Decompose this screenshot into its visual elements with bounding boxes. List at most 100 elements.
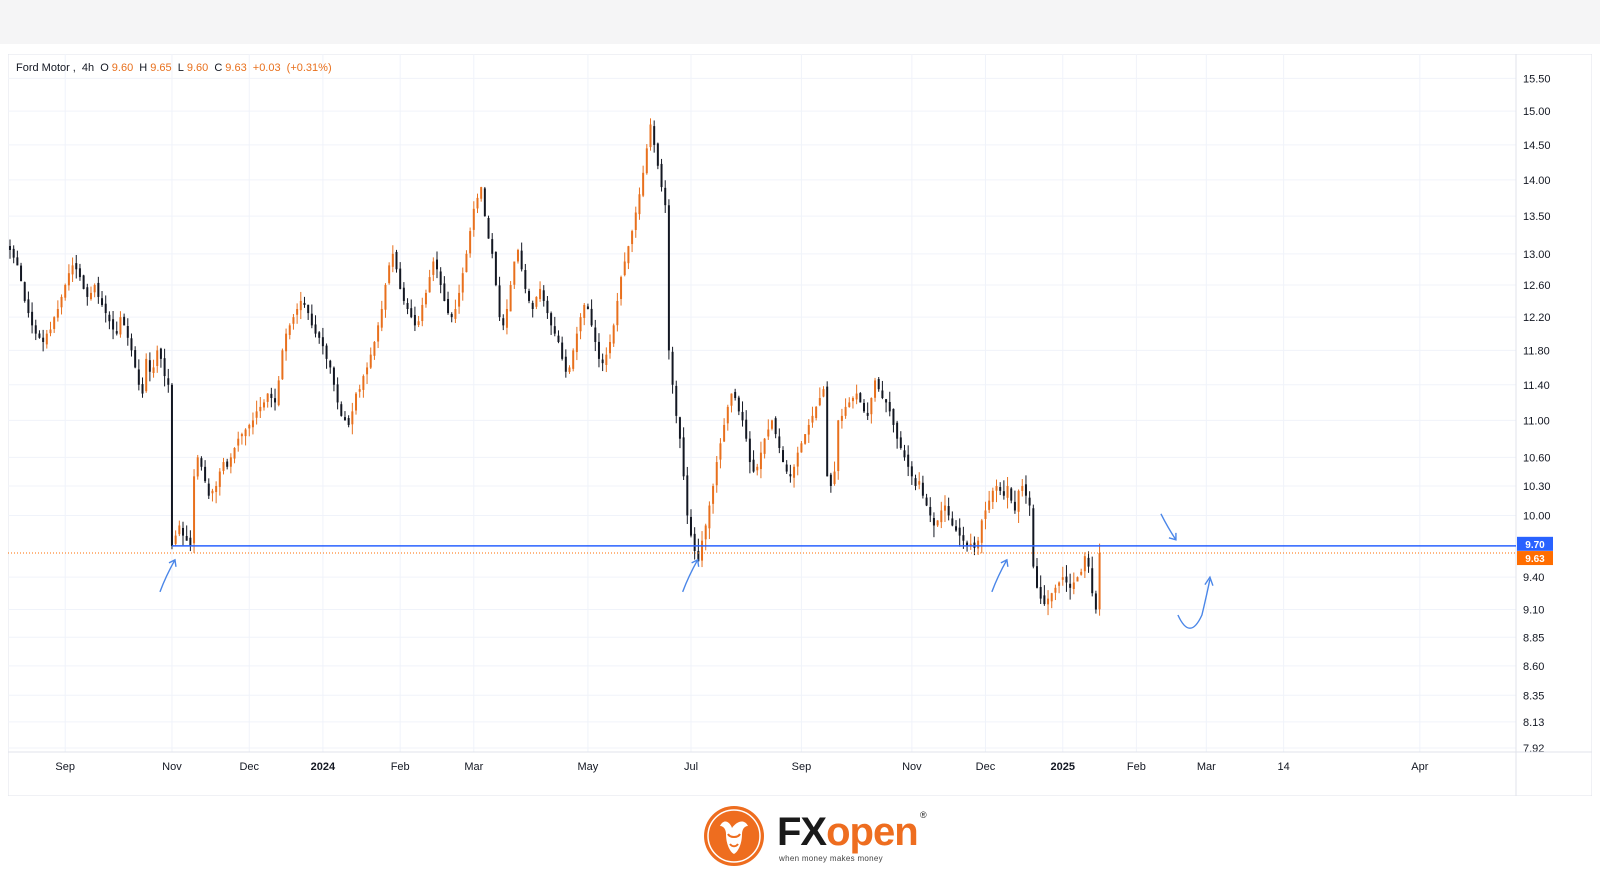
candle-body xyxy=(653,126,656,145)
candle-body xyxy=(71,265,74,275)
candle-body xyxy=(634,212,637,231)
candle-body xyxy=(108,314,111,322)
candle-body xyxy=(730,393,733,406)
candle-body xyxy=(1010,488,1013,501)
y-tick-label: 8.60 xyxy=(1523,661,1544,673)
candle-body xyxy=(93,284,96,293)
candle-body xyxy=(557,335,560,342)
candle-body xyxy=(115,331,118,334)
candle-body xyxy=(609,341,612,354)
candle-body xyxy=(255,411,258,418)
y-tick-label: 11.40 xyxy=(1523,380,1550,392)
support-level-label: 9.70 xyxy=(1525,540,1545,551)
candle-body xyxy=(793,466,796,478)
candle-body xyxy=(218,471,221,487)
candle-body xyxy=(237,438,240,446)
candle-body xyxy=(763,438,766,454)
candle-body xyxy=(329,360,332,368)
candle-body xyxy=(472,208,475,230)
candle-body xyxy=(756,466,759,471)
candle-body xyxy=(12,248,15,258)
candle-body xyxy=(980,520,983,543)
x-tick-label: Nov xyxy=(162,761,182,773)
candle-body xyxy=(862,402,865,412)
candle-body xyxy=(667,205,670,351)
candle-body xyxy=(1054,587,1057,593)
support-touch-arrowhead xyxy=(168,558,177,567)
last-price-tag xyxy=(1517,551,1553,566)
candle-body xyxy=(723,424,726,442)
candle-body xyxy=(281,350,284,380)
fxopen-logo: FXopen ® when money makes money xyxy=(702,804,942,872)
candle-body xyxy=(829,474,832,486)
candle-body xyxy=(1076,577,1079,582)
x-tick-label: 2024 xyxy=(311,761,336,773)
candle-body xyxy=(141,384,144,394)
open-label: O xyxy=(100,62,109,74)
candle-body xyxy=(270,393,273,398)
x-tick-label: Nov xyxy=(902,761,922,773)
candle-body xyxy=(362,376,365,390)
candle-body xyxy=(745,419,748,439)
candle-body xyxy=(262,402,265,408)
candle-body xyxy=(914,478,917,486)
candle-body xyxy=(20,265,23,282)
chart-svg[interactable]: 15.50 15.00 14.50 14.00 13.50 13.00 12.60 12.20… xyxy=(8,54,1592,796)
low-label: L xyxy=(177,62,184,74)
candle-body xyxy=(351,411,354,425)
candle-body xyxy=(741,411,744,421)
candle-body xyxy=(851,397,854,402)
candle-body xyxy=(697,550,700,562)
y-tick-label: 14.50 xyxy=(1523,140,1551,152)
candle-body xyxy=(193,476,196,544)
candle-body xyxy=(347,418,350,425)
candle-body xyxy=(601,359,604,364)
candle-body xyxy=(616,300,619,326)
candle-body xyxy=(991,490,994,502)
candle-body xyxy=(42,337,45,342)
candle-body xyxy=(355,393,358,411)
candle-body xyxy=(366,367,369,375)
candle-body xyxy=(907,454,910,467)
candle-body xyxy=(623,261,626,276)
candle-body xyxy=(373,341,376,356)
candle-body xyxy=(704,525,707,540)
candle-body xyxy=(726,406,729,424)
candle-body xyxy=(892,408,895,425)
candle-body xyxy=(340,404,343,416)
candle-body xyxy=(318,332,321,338)
candle-body xyxy=(759,452,762,470)
candle-body xyxy=(75,263,78,270)
candle-body xyxy=(837,420,840,472)
candle-body xyxy=(539,288,542,300)
candle-body xyxy=(951,518,954,526)
y-tick-label: 9.10 xyxy=(1523,605,1544,617)
candle-body xyxy=(638,194,641,215)
candle-body xyxy=(583,304,586,318)
candle-body xyxy=(859,393,862,403)
y-tick-label: 8.35 xyxy=(1523,690,1544,702)
candle-body xyxy=(789,474,792,477)
candle-body xyxy=(708,505,711,529)
candle-body xyxy=(1058,582,1061,586)
candle-body xyxy=(358,389,361,392)
candle-body xyxy=(248,424,251,429)
candle-body xyxy=(553,326,556,334)
candle-body xyxy=(516,249,519,262)
candle-body xyxy=(542,290,545,301)
x-tick-label: Dec xyxy=(976,761,996,773)
candle-body xyxy=(999,487,1002,491)
candle-body xyxy=(826,386,829,477)
symbol-interval: 4h xyxy=(81,62,95,74)
price-chart[interactable]: 15.50 15.00 14.50 14.00 13.50 13.00 12.60 12.20… xyxy=(8,54,1592,796)
candle-body xyxy=(152,367,155,373)
candle-body xyxy=(505,309,508,328)
y-tick-label: 13.00 xyxy=(1523,249,1551,261)
candle-body xyxy=(899,437,902,448)
candle-body xyxy=(307,304,310,314)
candle-body xyxy=(932,518,935,526)
candle-body xyxy=(325,345,328,359)
candle-body xyxy=(233,447,236,459)
x-tick-label: Sep xyxy=(55,761,75,773)
candle-body xyxy=(200,458,203,467)
